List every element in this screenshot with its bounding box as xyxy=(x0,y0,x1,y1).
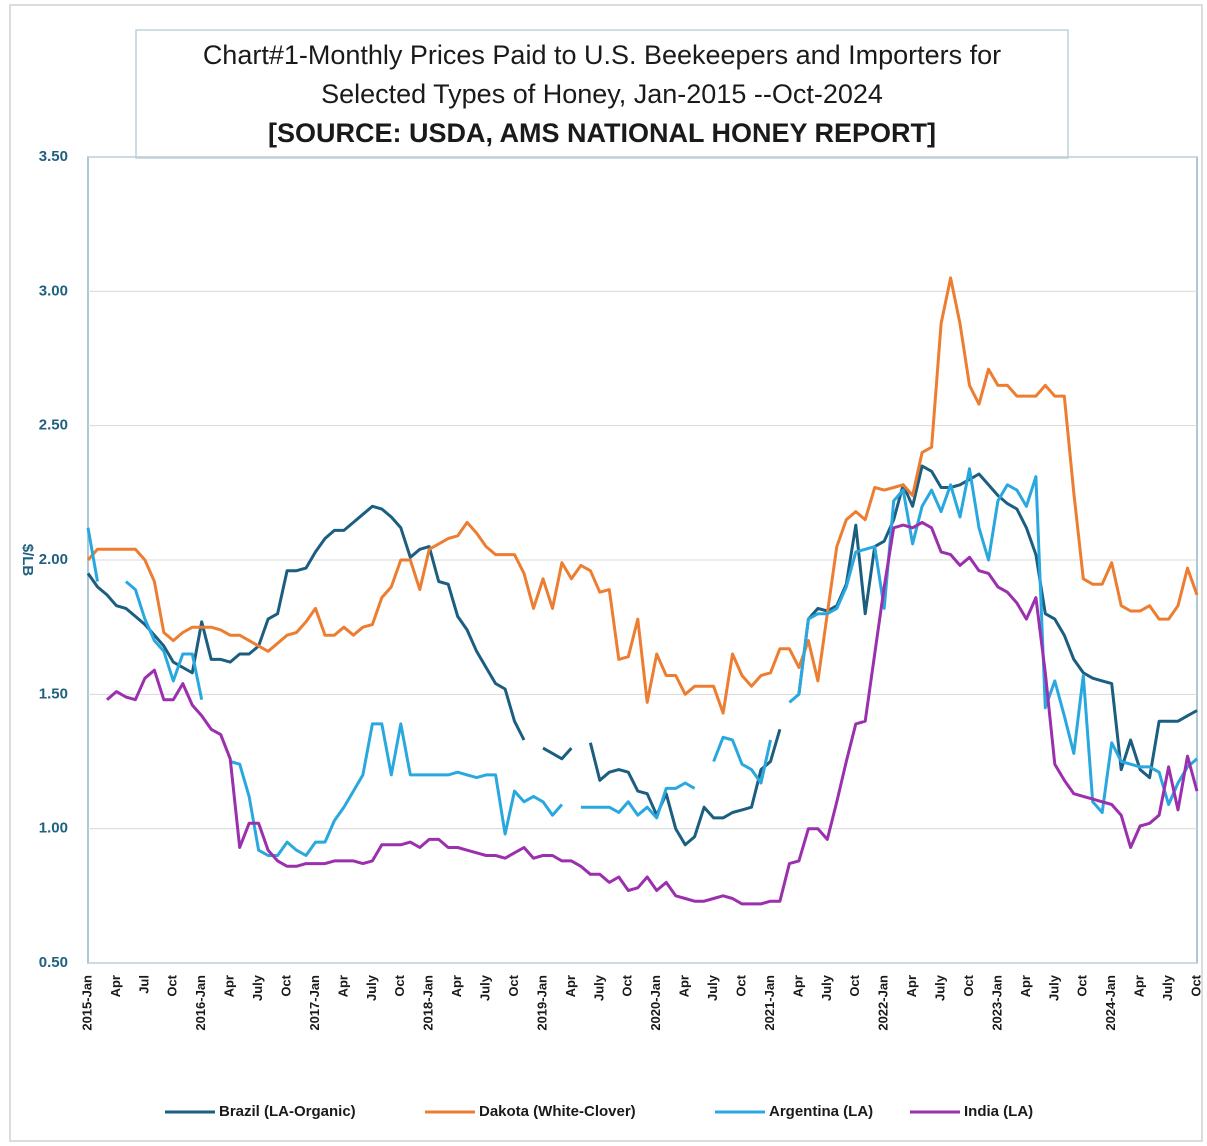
x-tick-label: July xyxy=(591,974,606,1001)
x-tick-label: Apr xyxy=(1132,975,1147,997)
x-tick-label: July xyxy=(1046,974,1061,1001)
x-tick-label: July xyxy=(933,974,948,1001)
y-tick-label: 3.00 xyxy=(39,282,68,299)
x-tick-label: Apr xyxy=(108,975,123,997)
series-line xyxy=(86,276,1199,715)
x-tick-label: July xyxy=(250,974,265,1001)
y-tick-label: 2.00 xyxy=(39,551,68,568)
x-tick-label: 2016-Jan xyxy=(193,975,208,1031)
y-tick-label: 1.50 xyxy=(39,685,68,702)
y-tick-label: 3.50 xyxy=(39,148,68,165)
title-box xyxy=(135,29,1069,159)
x-tick-label: 2019-Jan xyxy=(534,975,549,1031)
chart-title: Chart#1-Monthly Prices Paid to U.S. Beek… xyxy=(203,40,1001,70)
y-axis-label: $/LB xyxy=(19,544,36,577)
y-tick-label: 1.00 xyxy=(39,820,68,837)
x-tick-label: Oct xyxy=(961,974,976,996)
x-tick-label: Oct xyxy=(278,974,293,996)
x-tick-label: Apr xyxy=(335,975,350,997)
x-tick-label: Apr xyxy=(449,975,464,997)
chart-subtitle: [SOURCE: USDA, AMS NATIONAL HONEY REPORT… xyxy=(268,118,936,148)
x-tick-label: July xyxy=(819,974,834,1001)
x-tick-label: Apr xyxy=(563,975,578,997)
legend-label: Dakota (White-Clover) xyxy=(479,1103,636,1120)
chart-frame xyxy=(9,4,1203,1142)
x-tick-label: 2015-Jan xyxy=(79,975,94,1031)
y-tick-label: 2.50 xyxy=(39,417,68,434)
x-tick-label: Jul xyxy=(136,975,151,994)
x-tick-label: 2023-Jan xyxy=(989,975,1004,1031)
x-tick-label: Oct xyxy=(392,974,407,996)
x-tick-label: Oct xyxy=(1188,974,1203,996)
chart-title: Selected Types of Honey, Jan-2015 --Oct-… xyxy=(321,79,883,109)
x-tick-label: July xyxy=(364,974,379,1001)
legend-label: Argentina (LA) xyxy=(769,1103,873,1120)
x-tick-label: July xyxy=(705,974,720,1001)
x-tick-label: July xyxy=(478,974,493,1001)
legend-label: Brazil (LA-Organic) xyxy=(219,1103,356,1120)
x-tick-label: Oct xyxy=(506,974,521,996)
x-tick-label: Apr xyxy=(1018,975,1033,997)
x-tick-label: Apr xyxy=(677,975,692,997)
x-tick-label: Apr xyxy=(790,975,805,997)
x-tick-label: 2018-Jan xyxy=(421,975,436,1031)
x-tick-label: Oct xyxy=(733,974,748,996)
x-tick-label: July xyxy=(1160,974,1175,1001)
series-line xyxy=(86,467,1198,857)
x-tick-label: 2017-Jan xyxy=(307,975,322,1031)
x-tick-label: Oct xyxy=(847,974,862,996)
x-tick-label: Apr xyxy=(222,975,237,997)
x-tick-label: Oct xyxy=(1075,974,1090,996)
series-line xyxy=(106,520,1199,906)
x-tick-label: Oct xyxy=(620,974,635,996)
y-tick-label: 0.50 xyxy=(39,954,68,971)
x-tick-label: 2022-Jan xyxy=(876,975,891,1031)
x-tick-label: Oct xyxy=(165,974,180,996)
x-tick-label: Apr xyxy=(904,975,919,997)
x-tick-label: 2024-Jan xyxy=(1103,975,1118,1031)
series-line xyxy=(86,464,1198,847)
legend-label: India (LA) xyxy=(964,1103,1033,1120)
x-tick-label: 2021-Jan xyxy=(762,975,777,1031)
x-tick-label: 2020-Jan xyxy=(648,975,663,1031)
